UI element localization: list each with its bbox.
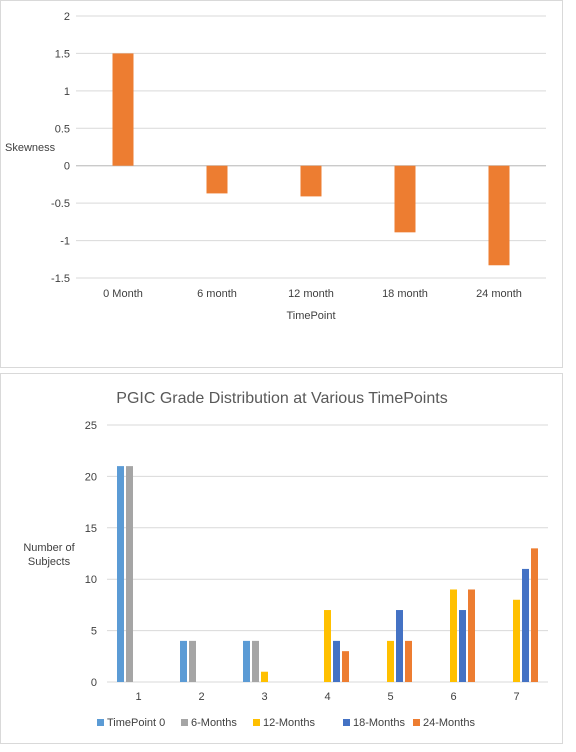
bar <box>206 165 228 194</box>
bar <box>324 610 331 682</box>
y-tick-label: -0.5 <box>51 198 70 210</box>
x-tick-label: 0 Month <box>103 288 143 300</box>
bar <box>405 640 412 682</box>
legend-label: 24-Months <box>423 717 475 729</box>
x-axis-title: TimePoint <box>286 310 335 322</box>
bar <box>459 610 466 682</box>
legend-label: 6-Months <box>191 717 237 729</box>
x-tick-label: 12 month <box>288 288 334 300</box>
legend-swatch <box>97 719 104 726</box>
bar <box>180 640 187 682</box>
bar <box>261 671 268 682</box>
bar <box>468 589 475 682</box>
y-tick-label: -1 <box>60 236 70 248</box>
bar <box>333 640 340 682</box>
bar <box>394 165 416 233</box>
bar <box>300 165 322 197</box>
bar <box>112 53 134 166</box>
bar <box>522 568 529 682</box>
y-axis-title: Skewness <box>5 142 56 154</box>
y-axis-title-line: Subjects <box>28 556 71 568</box>
bar <box>117 466 124 682</box>
bar <box>450 589 457 682</box>
y-tick-label: -1.5 <box>51 273 70 285</box>
x-tick-label: 2 <box>198 691 204 703</box>
skewness-chart: 2 1.5 1 0.5 0 -0.5 -1 -1.5 0 Month 6 month 12 mont… <box>5 11 546 322</box>
bar <box>126 466 133 682</box>
bar <box>488 165 510 266</box>
bar <box>513 599 520 682</box>
legend-swatch <box>181 719 188 726</box>
x-tick-label: 18 month <box>382 288 428 300</box>
y-tick-label: 20 <box>85 471 97 483</box>
legend-swatch <box>343 719 350 726</box>
legend-label: 18-Months <box>353 717 405 729</box>
x-tick-label: 7 <box>513 691 519 703</box>
bar <box>342 651 349 682</box>
y-tick-label: 10 <box>85 574 97 586</box>
y-tick-label: 0 <box>64 161 70 173</box>
x-tick-label: 5 <box>387 691 393 703</box>
x-tick-label: 24 month <box>476 288 522 300</box>
x-tick-label: 6 <box>450 691 456 703</box>
bar <box>252 640 259 682</box>
x-tick-label: 3 <box>261 691 267 703</box>
y-tick-label: 15 <box>85 523 97 535</box>
x-tick-label: 1 <box>135 691 141 703</box>
y-tick-label: 5 <box>91 626 97 638</box>
chart-title: PGIC Grade Distribution at Various TimeP… <box>116 390 447 407</box>
bar <box>189 640 196 682</box>
y-tick-label: 0 <box>91 677 97 689</box>
bar <box>243 640 250 682</box>
y-axis-title-line: Number of <box>23 542 75 554</box>
x-tick-label: 6 month <box>197 288 237 300</box>
y-tick-label: 1 <box>64 86 70 98</box>
y-tick-label: 1.5 <box>55 48 70 60</box>
y-tick-label: 0.5 <box>55 123 70 135</box>
pgic-chart-panel: PGIC Grade Distribution at Various TimeP… <box>0 373 563 744</box>
y-tick-label: 25 <box>85 420 97 432</box>
bar <box>387 640 394 682</box>
y-tick-label: 2 <box>64 11 70 23</box>
legend-label: TimePoint 0 <box>107 717 165 729</box>
legend-swatch <box>413 719 420 726</box>
legend-label: 12-Months <box>263 717 315 729</box>
x-tick-label: 4 <box>324 691 330 703</box>
bar <box>396 610 403 682</box>
skewness-chart-panel: 2 1.5 1 0.5 0 -0.5 -1 -1.5 0 Month 6 month 12 mont… <box>0 0 563 368</box>
bar <box>531 548 538 682</box>
legend-swatch <box>253 719 260 726</box>
pgic-chart: PGIC Grade Distribution at Various TimeP… <box>23 390 548 729</box>
